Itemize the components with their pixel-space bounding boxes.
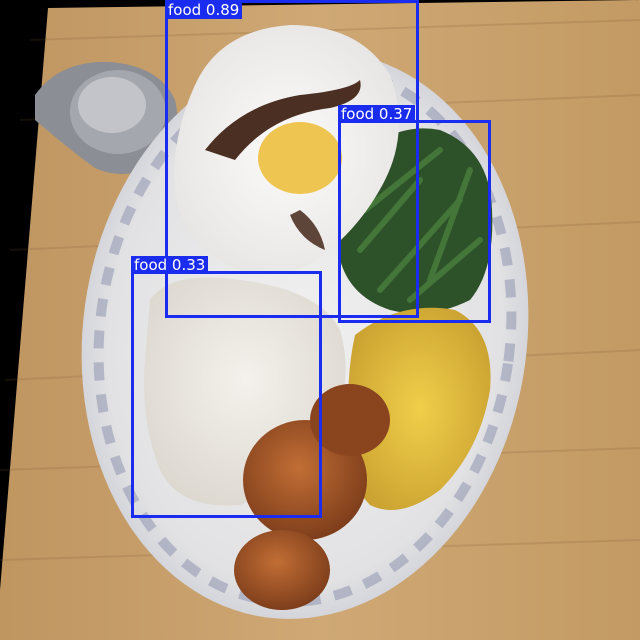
detection-label: food 0.33 <box>131 256 209 274</box>
spoon <box>35 61 178 174</box>
detection-label: food 0.89 <box>165 1 243 19</box>
detection-box-food <box>165 0 419 318</box>
croquette <box>310 384 390 456</box>
detection-box-food <box>131 271 322 518</box>
croquette <box>234 530 330 610</box>
detection-box-food <box>338 120 491 323</box>
detection-label: food 0.37 <box>338 105 416 123</box>
corn <box>348 307 491 510</box>
